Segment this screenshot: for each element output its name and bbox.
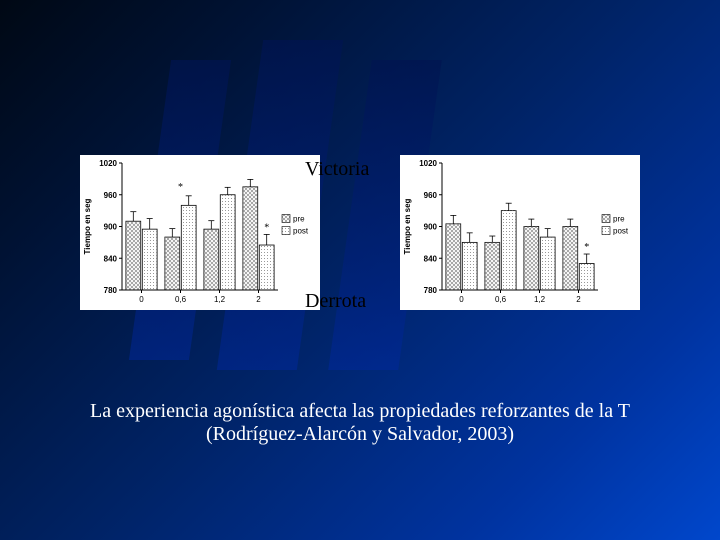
svg-text:840: 840 — [104, 254, 118, 263]
svg-text:2: 2 — [256, 295, 261, 304]
svg-text:0: 0 — [459, 295, 464, 304]
svg-text:pre: pre — [293, 215, 305, 224]
slide: 780 840 900 960 1020 Tiempo en seg 0 0,6 1,2 2 * * p… — [0, 0, 720, 540]
svg-text:900: 900 — [104, 223, 118, 232]
svg-text:780: 780 — [424, 286, 438, 295]
svg-text:1020: 1020 — [99, 159, 117, 168]
svg-text:*: * — [264, 222, 269, 233]
svg-text:960: 960 — [424, 191, 438, 200]
svg-text:post: post — [613, 227, 629, 236]
svg-text:*: * — [584, 242, 589, 253]
svg-text:*: * — [178, 182, 183, 193]
chart-right: 780 840 900 960 1020 Tiempo en seg 0 0,6 1,2 2 * pr… — [400, 155, 640, 310]
caption-line-2: (Rodríguez-Alarcón y Salvador, 2003) — [0, 423, 720, 446]
svg-text:pre: pre — [613, 215, 625, 224]
svg-text:900: 900 — [424, 223, 438, 232]
svg-text:960: 960 — [104, 191, 118, 200]
svg-text:Tiempo en seg: Tiempo en seg — [83, 198, 92, 254]
svg-text:1,2: 1,2 — [214, 295, 226, 304]
label-victoria: Victoria — [305, 158, 369, 181]
svg-text:2: 2 — [576, 295, 581, 304]
svg-text:0,6: 0,6 — [495, 295, 507, 304]
chart-left: 780 840 900 960 1020 Tiempo en seg 0 0,6 1,2 2 * * p… — [80, 155, 320, 310]
label-derrota: Derrota — [305, 290, 366, 313]
svg-text:1020: 1020 — [419, 159, 437, 168]
svg-text:840: 840 — [424, 254, 438, 263]
svg-text:Tiempo en seg: Tiempo en seg — [403, 198, 412, 254]
svg-text:post: post — [293, 227, 309, 236]
svg-text:1,2: 1,2 — [534, 295, 546, 304]
svg-text:0: 0 — [139, 295, 144, 304]
caption: La experiencia agonística afecta las pro… — [0, 400, 720, 446]
svg-text:780: 780 — [104, 286, 118, 295]
svg-text:0,6: 0,6 — [175, 295, 187, 304]
caption-line-1: La experiencia agonística afecta las pro… — [0, 400, 720, 423]
